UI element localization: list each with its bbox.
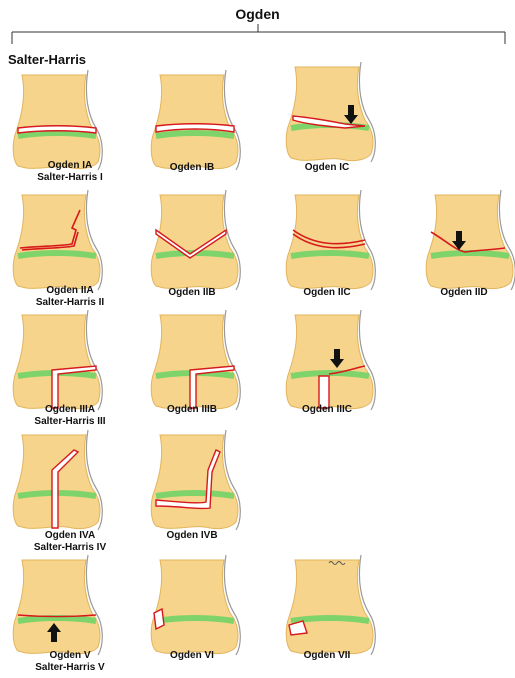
caption-ogden-iia: Ogden IIA Salter-Harris II bbox=[35, 285, 105, 308]
bone-panel bbox=[12, 309, 103, 411]
growth-plate bbox=[17, 615, 97, 624]
fracture-line bbox=[430, 231, 506, 253]
soft-tissue-outline bbox=[358, 554, 376, 656]
diagram-title: Ogden bbox=[235, 6, 280, 22]
fracture-gap bbox=[189, 365, 235, 409]
growth-plate bbox=[155, 615, 235, 624]
soft-tissue-outline bbox=[358, 189, 376, 291]
soft-tissue-outline bbox=[358, 61, 376, 163]
fracture-line bbox=[292, 229, 366, 245]
fracture-gap bbox=[155, 123, 235, 133]
caption-ogden-ic: Ogden IC bbox=[304, 162, 350, 173]
fracture-gap bbox=[318, 375, 330, 409]
bone-panel bbox=[150, 69, 241, 171]
caption-ogden-iiib: Ogden IIIB bbox=[167, 404, 217, 415]
bone-shape bbox=[12, 74, 101, 170]
fracture-through-physis bbox=[17, 125, 97, 134]
caption-ogden-iic: Ogden IIC bbox=[303, 287, 351, 298]
bone-panel bbox=[150, 309, 241, 411]
bone-shape bbox=[285, 314, 374, 410]
fracture-gap bbox=[51, 365, 97, 409]
soft-tissue-outline bbox=[223, 554, 241, 656]
bone-panel bbox=[12, 189, 103, 291]
growth-plate bbox=[290, 615, 370, 624]
compression-line bbox=[17, 614, 97, 618]
soft-tissue-outline bbox=[223, 189, 241, 291]
soft-tissue-outline bbox=[358, 309, 376, 411]
bone-panel bbox=[150, 189, 241, 291]
bone-panel bbox=[12, 429, 103, 531]
bone-shape bbox=[150, 74, 239, 170]
bone-panel bbox=[150, 554, 241, 656]
caption-ogden-iib: Ogden IIB bbox=[168, 287, 216, 298]
bone-shape bbox=[285, 66, 374, 162]
fracture-gap bbox=[155, 228, 227, 259]
bone-panel bbox=[285, 61, 376, 163]
growth-plate bbox=[155, 130, 235, 139]
arrow-icon bbox=[452, 231, 466, 250]
fracture-gap bbox=[51, 449, 80, 529]
caption-ogden-v: Ogden V Salter-Harris V bbox=[35, 650, 105, 673]
fracture-line bbox=[292, 233, 366, 249]
bone-shape bbox=[285, 194, 374, 290]
bone-shape bbox=[425, 194, 514, 290]
bone-shape bbox=[12, 194, 101, 290]
fracture-line bbox=[328, 365, 366, 375]
arrow-icon bbox=[330, 349, 344, 368]
fracture-line bbox=[21, 231, 79, 251]
bone-panel bbox=[150, 429, 241, 531]
caption-ogden-iiic: Ogden IIIC bbox=[302, 404, 352, 415]
title-bracket bbox=[11, 24, 506, 44]
bone-panel bbox=[285, 554, 376, 656]
caption-ogden-iva: Ogden IVA Salter-Harris IV bbox=[33, 530, 107, 553]
caption-ogden-vi: Ogden VI bbox=[170, 650, 214, 661]
bone-shape bbox=[150, 434, 239, 530]
bone-shape bbox=[150, 194, 239, 290]
fracture-gap bbox=[288, 620, 308, 636]
bone-panel bbox=[12, 554, 103, 656]
soft-tissue-outline bbox=[223, 429, 241, 531]
bone-panel bbox=[285, 309, 376, 411]
growth-plate bbox=[290, 370, 370, 379]
growth-plate bbox=[155, 490, 235, 499]
growth-plate bbox=[290, 250, 370, 259]
caption-ogden-ia: Ogden IA Salter-Harris I bbox=[37, 160, 103, 183]
bone-shape bbox=[285, 559, 374, 655]
bone-shape bbox=[150, 559, 239, 655]
bone-shape bbox=[12, 559, 101, 655]
growth-plate bbox=[17, 250, 97, 259]
growth-plate bbox=[430, 250, 510, 259]
soft-tissue-outline bbox=[85, 429, 103, 531]
bone-panel bbox=[425, 189, 515, 291]
signature-mark bbox=[328, 561, 346, 565]
caption-ogden-iid: Ogden IID bbox=[440, 287, 488, 298]
caption-ogden-iiia: Ogden IIIA Salter-Harris III bbox=[34, 404, 106, 427]
arrow-icon bbox=[47, 623, 61, 642]
bone-panel bbox=[12, 69, 103, 171]
caption-ogden-ivb: Ogden IVB bbox=[166, 530, 218, 541]
fracture-line bbox=[19, 209, 81, 249]
fracture-gap bbox=[292, 115, 366, 129]
caption-ogden-vii: Ogden VII bbox=[303, 650, 351, 661]
fracture-gap bbox=[153, 607, 165, 631]
arrow-icon bbox=[344, 105, 358, 124]
soft-tissue-outline bbox=[85, 189, 103, 291]
growth-plate bbox=[17, 130, 97, 139]
soft-tissue-outline bbox=[85, 554, 103, 656]
fracture-gap bbox=[155, 449, 221, 510]
bone-panel bbox=[285, 189, 376, 291]
section-label-salter-harris: Salter-Harris bbox=[8, 52, 87, 67]
caption-ogden-ib: Ogden IB bbox=[169, 162, 215, 173]
